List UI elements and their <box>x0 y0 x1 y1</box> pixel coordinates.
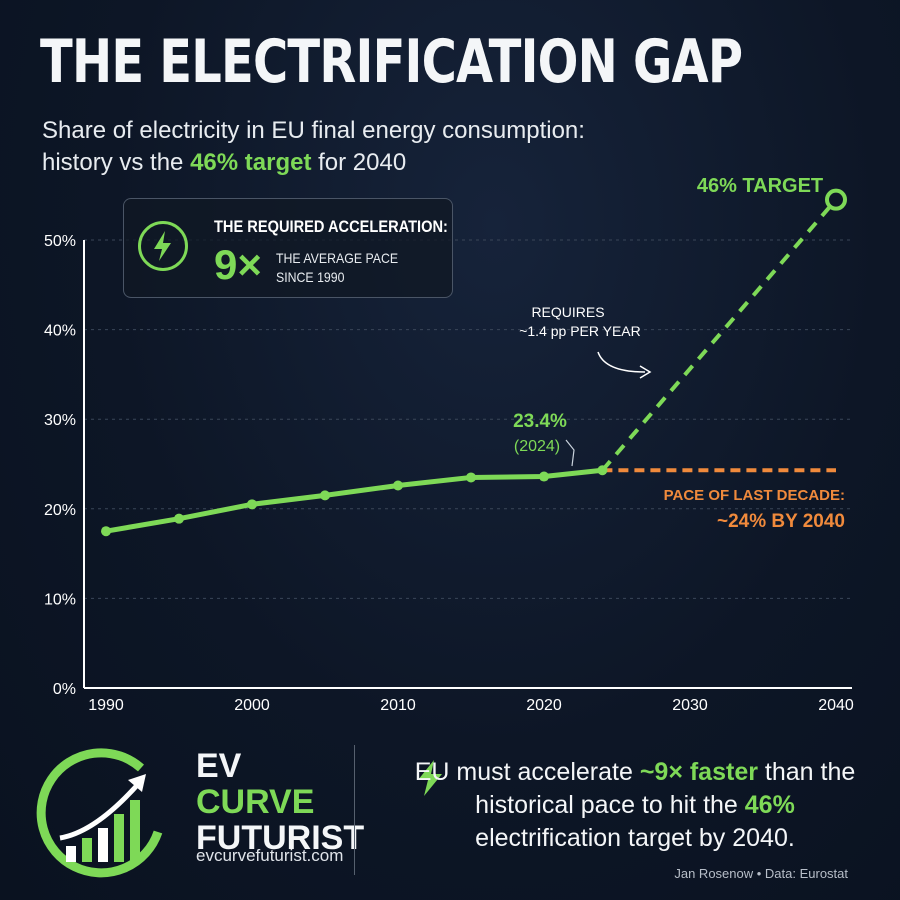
current-year-label: (2024) <box>514 438 560 455</box>
summary-pre: EU must accelerate <box>414 758 640 786</box>
summary-highlight-speed: ~9× faster <box>639 758 758 786</box>
brand-url: evcurvefuturist.com <box>196 846 344 865</box>
requires-arrow-head <box>639 365 652 379</box>
series-line-target-path <box>600 198 838 472</box>
x-tick-label: 1990 <box>88 697 124 714</box>
requires-label-2: ~1.4 pp PER YEAR <box>519 323 641 339</box>
x-tick-label: 2000 <box>234 697 270 714</box>
logo-text-futurist: FUTURIST <box>196 819 365 857</box>
x-tick-label: 2010 <box>380 697 416 714</box>
summary-bolt-icon <box>418 760 442 796</box>
page-title: THE ELECTRIFICATION GAP <box>40 27 743 97</box>
y-tick-labels: 0% 10% 20% 30% 40% 50% <box>44 233 76 698</box>
history-point <box>539 471 549 482</box>
x-tick-label: 2030 <box>672 697 708 714</box>
requires-arrow <box>597 351 646 373</box>
subtitle-post: for 2040 <box>311 149 407 176</box>
subtitle-target-highlight: 46% target <box>190 149 312 176</box>
subtitle-pre: history vs the <box>42 149 191 176</box>
chart-points <box>101 188 847 537</box>
x-tick-label: 2040 <box>818 697 854 714</box>
pace-label-2: ~24% BY 2040 <box>717 511 845 532</box>
required-acceleration-callout: THE REQUIRED ACCELERATION: 9× THE AVERAG… <box>123 198 453 298</box>
summary-mid: than the historical pace to hit the <box>475 758 856 819</box>
series-line-history <box>103 467 605 534</box>
page-subtitle: Share of electricity in EU final energy … <box>42 115 585 179</box>
summary-post: electrification target by 2040. <box>475 824 795 852</box>
target-point <box>825 188 847 211</box>
summary-text: EU must accelerate ~9× faster than the h… <box>400 756 870 855</box>
history-point <box>466 472 476 483</box>
logo-text-ev: EV <box>196 747 242 785</box>
history-point <box>320 490 330 501</box>
current-value-pointer <box>565 439 575 467</box>
pace-label-1: PACE OF LAST DECADE: <box>664 487 845 504</box>
brand-logo: EV CURVE FUTURIST <box>36 740 364 880</box>
y-tick-label: 0% <box>53 681 76 698</box>
lightning-bolt-icon <box>138 221 188 271</box>
footer-divider <box>354 745 355 875</box>
history-point <box>393 480 403 491</box>
y-tick-label: 50% <box>44 233 76 250</box>
callout-pace-line-1: THE AVERAGE PACE <box>276 250 399 266</box>
target-label: 46% TARGET <box>697 175 823 197</box>
logo-mark-icon <box>36 748 163 878</box>
callout-pace-text: THE AVERAGE PACE SINCE 1990 <box>276 249 398 287</box>
history-point <box>174 513 184 524</box>
summary-highlight-target: 46% <box>744 791 795 819</box>
y-tick-label: 40% <box>44 323 76 340</box>
y-tick-label: 20% <box>44 502 76 519</box>
source-credit: Jan Rosenow • Data: Eurostat <box>674 866 848 881</box>
subtitle-line-1: Share of electricity in EU final energy … <box>42 117 585 144</box>
chart-series <box>103 198 838 534</box>
chart-axes <box>83 240 852 689</box>
callout-pace-line-2: SINCE 1990 <box>276 269 345 285</box>
y-tick-label: 30% <box>44 412 76 429</box>
history-point <box>101 526 111 537</box>
callout-heading: THE REQUIRED ACCELERATION: <box>214 217 448 236</box>
requires-label-1: REQUIRES <box>531 304 604 320</box>
x-tick-labels: 1990 2000 2010 2020 2030 2040 <box>88 697 854 714</box>
y-tick-label: 10% <box>44 591 76 608</box>
history-point <box>247 499 257 510</box>
callout-multiplier: 9× <box>214 241 262 288</box>
subtitle-line-2: history vs the 46% target for 2040 <box>42 147 585 179</box>
history-point <box>597 465 608 476</box>
logo-text-curve: CURVE <box>196 783 315 821</box>
current-value-label: 23.4% <box>513 411 567 432</box>
x-tick-label: 2020 <box>526 697 562 714</box>
